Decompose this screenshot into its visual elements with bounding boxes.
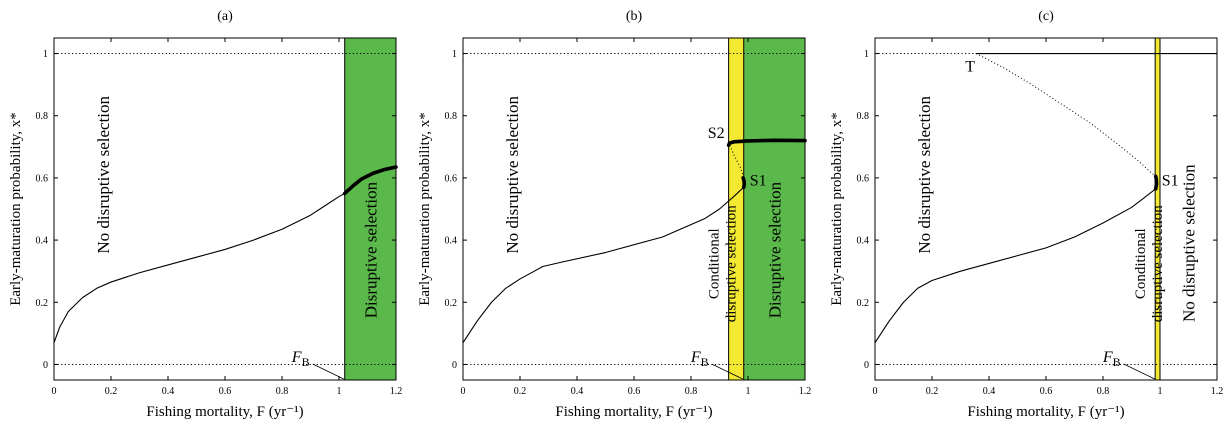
- x-tick-label: 0.6: [219, 386, 232, 397]
- fb-leader: [711, 363, 743, 380]
- x-tick-label: 0: [461, 386, 466, 397]
- region-label: No disruptive selection: [94, 95, 113, 253]
- y-tick-label: 0: [452, 360, 457, 371]
- point-label-s1: S1: [750, 173, 767, 190]
- panel-title: (c): [1038, 9, 1054, 24]
- y-tick-label: 0.8: [857, 111, 870, 122]
- y-tick-label: 0: [43, 360, 48, 371]
- series-line: [462, 186, 745, 344]
- panel-a: 0 0.2 0.4 0.6 0.8 1 1.2 0 0.2 0.4 0.6 0.8 1 (a) Fishin…: [8, 9, 402, 420]
- y-tick-label: 0.6: [445, 173, 458, 184]
- y-tick-label: 1: [43, 49, 48, 60]
- series-line: [53, 192, 346, 344]
- series-line: [728, 141, 745, 179]
- x-axis-label: Fishing mortality, F (yr⁻¹): [967, 404, 1124, 420]
- region-band: [728, 38, 744, 380]
- region-label: No disruptive selection: [915, 95, 934, 253]
- y-axis-label: Early-maturation probability, x*: [829, 112, 845, 306]
- x-tick-label: 0.8: [1097, 386, 1110, 397]
- fb-label: FB: [291, 349, 310, 369]
- x-tick-label: 0.4: [162, 386, 175, 397]
- y-axis-label: Early-maturation probability, x*: [417, 112, 433, 306]
- y-tick-label: 0.2: [445, 298, 458, 309]
- region-band: [344, 38, 396, 380]
- panel-b: 0 0.2 0.4 0.6 0.8 1 1.2 0 0.2 0.4 0.6 0.8 1 (b) Fishin…: [417, 9, 811, 420]
- x-tick-label: 0.8: [276, 386, 289, 397]
- x-tick-label: 1: [337, 386, 342, 397]
- point-label-s1: S1: [1162, 173, 1179, 190]
- fb-label: FB: [690, 349, 709, 369]
- x-tick-label: 0: [873, 386, 878, 397]
- y-axis-label: Early-maturation probability, x*: [8, 112, 24, 306]
- y-tick-label: 0.8: [36, 111, 49, 122]
- region-label: No disruptive selection: [503, 95, 522, 253]
- x-tick-label: 0.4: [983, 386, 996, 397]
- y-tick-label: 0.4: [857, 236, 870, 247]
- region-label: No disruptive selection: [1180, 164, 1199, 322]
- x-tick-label: 0.2: [926, 386, 939, 397]
- region-label-line: Conditional: [1133, 228, 1149, 299]
- series-line: [1153, 174, 1159, 191]
- x-tick-label: 0: [52, 386, 57, 397]
- x-tick-label: 1: [1158, 386, 1163, 397]
- x-tick-label: 0.6: [1040, 386, 1053, 397]
- point-label-s2: S2: [708, 125, 725, 142]
- x-axis-label: Fishing mortality, F (yr⁻¹): [146, 404, 303, 420]
- y-tick-label: 0.4: [445, 236, 458, 247]
- fb-leader: [312, 363, 344, 380]
- region-label: Disruptive selection: [361, 181, 380, 318]
- region-label-line: disruptive selection: [1150, 205, 1166, 323]
- y-tick-label: 0.4: [36, 236, 49, 247]
- region-label: Disruptive selection: [765, 181, 784, 318]
- series-line: [975, 53, 1157, 177]
- x-axis-label: Fishing mortality, F (yr⁻¹): [555, 404, 712, 420]
- panel-title: (a): [217, 9, 233, 24]
- x-tick-label: 1.2: [390, 386, 403, 397]
- x-tick-label: 1.2: [799, 386, 812, 397]
- region-label-line: disruptive selection: [724, 205, 740, 323]
- series-line: [342, 165, 398, 196]
- series-line: [874, 188, 1157, 344]
- region-band: [1155, 38, 1160, 380]
- y-tick-label: 1: [864, 49, 869, 60]
- y-tick-label: 0.6: [857, 173, 870, 184]
- y-tick-label: 0: [864, 360, 869, 371]
- x-tick-label: 1.2: [1211, 386, 1224, 397]
- fb-leader: [1123, 363, 1155, 380]
- y-tick-label: 0.2: [857, 298, 870, 309]
- y-tick-label: 0.8: [445, 111, 458, 122]
- region-label-line: Conditional: [707, 228, 723, 299]
- point-label-t: T: [965, 59, 975, 76]
- panel-c: 0 0.2 0.4 0.6 0.8 1 1.2 0 0.2 0.4 0.6 0.8 1 (c) Fishin…: [829, 9, 1223, 420]
- y-tick-label: 1: [452, 49, 457, 60]
- region-band: [743, 38, 805, 380]
- x-tick-label: 0.8: [685, 386, 698, 397]
- x-tick-label: 1: [746, 386, 751, 397]
- series-line: [741, 176, 747, 190]
- panel-title: (b): [626, 9, 643, 24]
- y-tick-label: 0.2: [36, 298, 49, 309]
- y-tick-label: 0.6: [36, 173, 49, 184]
- x-tick-label: 0.2: [514, 386, 527, 397]
- x-tick-label: 0.4: [571, 386, 584, 397]
- x-tick-label: 0.2: [105, 386, 118, 397]
- fb-label: FB: [1102, 349, 1121, 369]
- x-tick-label: 0.6: [628, 386, 641, 397]
- series-line: [726, 138, 807, 148]
